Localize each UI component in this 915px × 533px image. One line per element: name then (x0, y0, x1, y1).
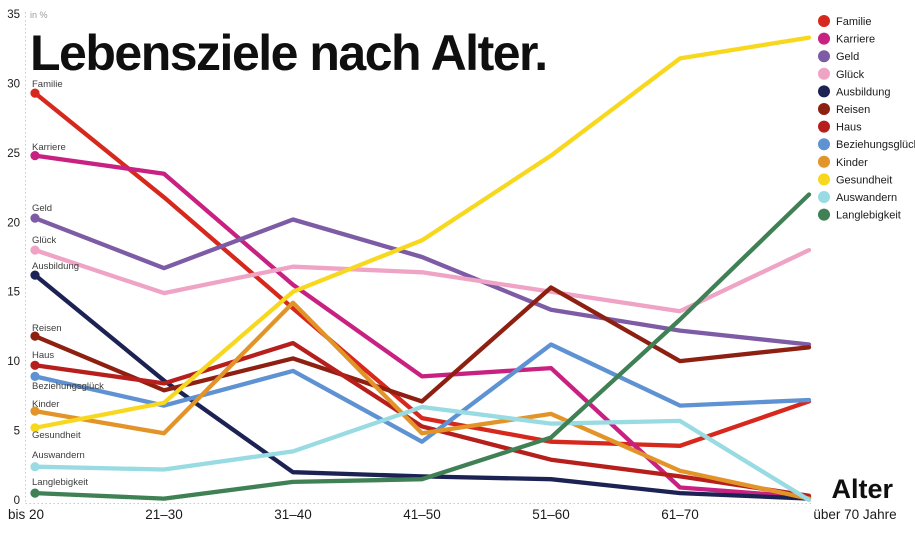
series-label-gesundheit: Gesundheit (32, 430, 81, 441)
series-start-dot-langlebigkeit (30, 488, 40, 498)
x-tick-label: 21–30 (145, 507, 183, 522)
series-label-auswandern: Auswandern (32, 450, 85, 461)
series-line-langlebigkeit (32, 192, 812, 501)
legend-label-geld: Geld (836, 51, 859, 63)
legend-label-beziehungsgl-ck: Beziehungsglück (836, 139, 915, 151)
series-line-haus (32, 340, 812, 498)
legend-dot-reisen (818, 103, 830, 115)
legend-label-langlebigkeit: Langlebigkeit (836, 210, 901, 222)
series-label-familie: Familie (32, 79, 63, 90)
legend-dot-geld (818, 50, 830, 63)
series-line-gl-ck (32, 247, 812, 314)
series-line-gesundheit (32, 35, 812, 430)
legend-label-kinder: Kinder (836, 157, 868, 169)
series-line-karriere (32, 153, 812, 500)
unit-label: in % (30, 10, 48, 20)
legend-dot-gl-ck (818, 67, 830, 80)
series-label-kinder: Kinder (32, 399, 59, 410)
legend-label-familie: Familie (836, 16, 871, 28)
legend-dot-ausbildung (818, 85, 830, 98)
series-start-dot-auswandern (30, 462, 40, 472)
x-tick-label: 61–70 (661, 507, 699, 522)
series-label-beziehungsgl-ck: Beziehungsglück (32, 381, 104, 392)
series-start-dot-ausbildung (30, 270, 40, 280)
legend-label-auswandern: Auswandern (836, 192, 897, 204)
legend-dot-haus (818, 120, 830, 133)
series-label-ausbildung: Ausbildung (32, 261, 79, 272)
series-label-reisen: Reisen (32, 323, 62, 334)
legend-dot-kinder (818, 155, 830, 168)
series-start-dot-karriere (30, 151, 40, 161)
series-start-dot-reisen (30, 331, 40, 341)
legend-label-ausbildung: Ausbildung (836, 86, 890, 98)
series-label-geld: Geld (32, 203, 52, 214)
series-line-geld (32, 215, 812, 347)
series-line-kinder (32, 300, 812, 501)
series-start-dot-kinder (30, 406, 40, 416)
x-tick-label: 31–40 (274, 507, 312, 522)
series-start-dot-geld (30, 213, 40, 223)
legend-dot-karriere (818, 32, 830, 45)
series-start-dot-gesundheit (30, 423, 40, 433)
y-tick-label: 20 (7, 217, 20, 229)
series-lines (30, 35, 812, 503)
x-tick-label: 51–60 (532, 507, 570, 522)
legend-label-gesundheit: Gesundheit (836, 174, 892, 186)
legend-dot-langlebigkeit (818, 208, 830, 221)
series-label-langlebigkeit: Langlebigkeit (32, 477, 88, 488)
series-line-ausbildung (32, 272, 812, 501)
y-tick-label: 10 (7, 356, 20, 368)
y-tick-label: 35 (7, 9, 20, 21)
series-start-dot-gl-ck (30, 245, 40, 255)
series-label-gl-ck: Glück (32, 235, 57, 246)
series-start-dot-beziehungsgl-ck (30, 371, 40, 381)
legend-label-reisen: Reisen (836, 104, 870, 116)
axes: 0 5 10 15 20 25 30 35 in % bis 20 21–30 31–40 41–50 5… (7, 9, 896, 522)
series-line-auswandern (32, 404, 812, 503)
series-start-dot-haus (30, 360, 40, 370)
x-tick-label: 41–50 (403, 507, 441, 522)
series-start-dot-familie (30, 88, 40, 98)
legend-dot-beziehungsgl-ck (818, 138, 830, 151)
legend-label-haus: Haus (836, 122, 862, 134)
y-tick-label: 25 (7, 148, 20, 160)
y-tick-label: 30 (7, 78, 20, 90)
series-line-beziehungsgl-ck (32, 342, 812, 444)
x-tick-label: über 70 Jahre (813, 507, 896, 522)
legend-label-karriere: Karriere (836, 34, 875, 46)
series-line-reisen (32, 285, 812, 404)
series-label-karriere: Karriere (32, 142, 66, 153)
series-start-labels: Familie Karriere Geld Glück Ausbildung Reisen… (32, 79, 104, 488)
y-tick-label: 0 (14, 495, 20, 507)
legend: Familie Karriere Geld Glück Ausbildung Reisen… (818, 15, 915, 222)
x-axis-title: Alter (831, 474, 893, 504)
legend-dot-gesundheit (818, 173, 830, 186)
chart-title: Lebensziele nach Alter. (30, 25, 548, 81)
legend-label-gl-ck: Glück (836, 69, 865, 81)
legend-dot-familie (818, 15, 830, 27)
legend-dot-auswandern (818, 191, 830, 203)
series-line-familie (32, 90, 812, 448)
y-tick-label: 15 (7, 287, 20, 299)
series-label-haus: Haus (32, 350, 54, 361)
x-tick-label: bis 20 (8, 507, 44, 522)
y-tick-label: 5 (14, 426, 20, 438)
